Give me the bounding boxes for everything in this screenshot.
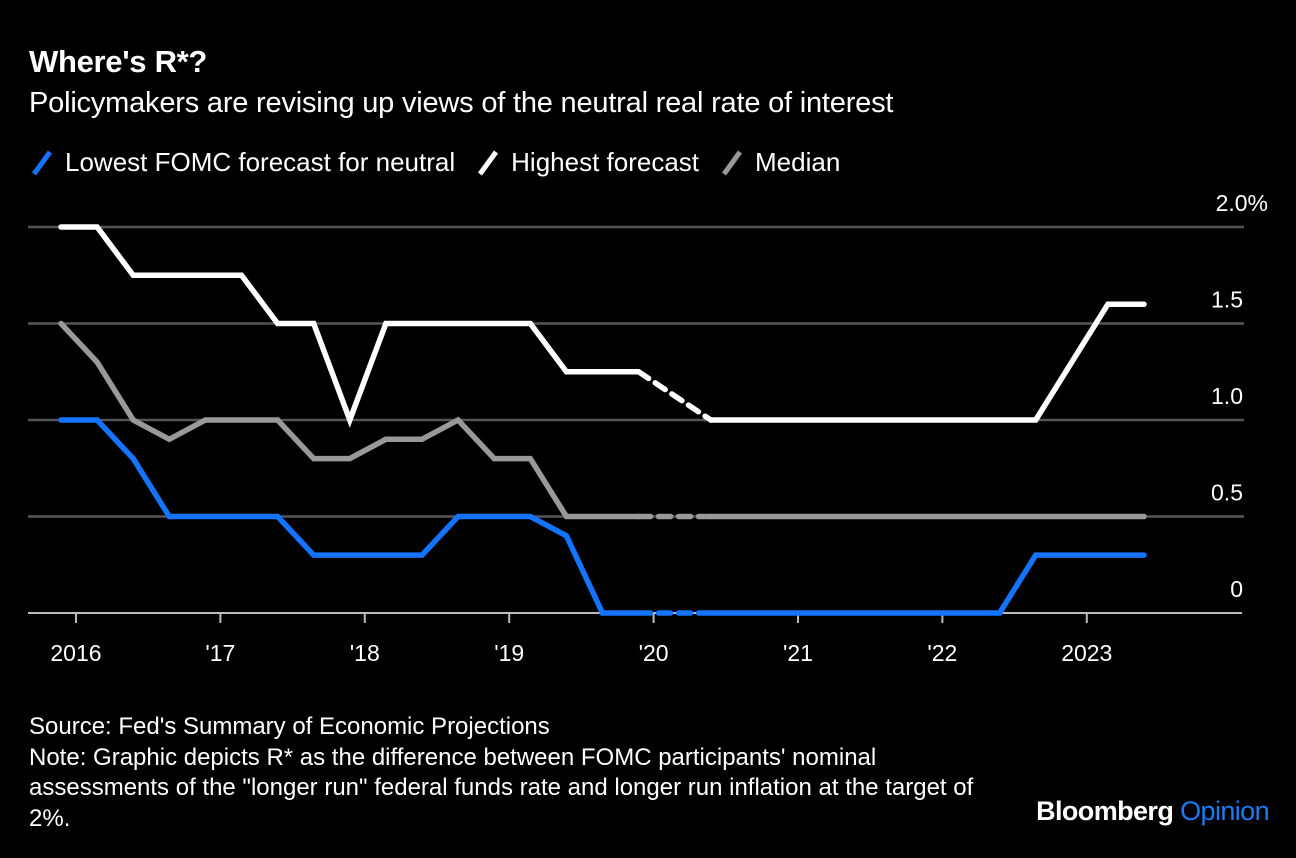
x-tick-label: '18 <box>350 640 380 666</box>
methodology-note: Note: Graphic depicts R* as the differen… <box>29 743 974 832</box>
series-line <box>58 320 642 520</box>
x-tick-label: 2016 <box>50 640 101 666</box>
series-line <box>708 552 1147 616</box>
legend: Lowest FOMC forecast for neutral Highest… <box>29 147 860 178</box>
x-tick-label: '21 <box>783 640 813 666</box>
x-axis: 2016 '17 '18 '19 '20 '21 '22 2023 <box>28 612 1242 666</box>
series-lines <box>58 224 1147 616</box>
brand-section: Opinion <box>1180 796 1269 826</box>
brand-logo: Bloomberg Opinion <box>1036 796 1269 827</box>
series-lowest-fomc-forecast-for-neutral <box>58 417 1147 616</box>
legend-item-highest: Highest forecast <box>475 147 699 178</box>
series-line <box>708 301 1147 423</box>
y-tick-label: 2.0% <box>1216 190 1268 216</box>
series-highest-forecast <box>58 224 1147 428</box>
slash-line-icon <box>478 150 499 175</box>
slash-line-icon <box>721 150 743 175</box>
chart-title: Where's R*? <box>29 44 208 79</box>
y-tick-label: 1.5 <box>1211 287 1243 313</box>
legend-item-median: Median <box>719 147 840 178</box>
y-tick-label: 1.0 <box>1211 383 1243 409</box>
legend-label: Lowest FOMC forecast for neutral <box>65 147 456 177</box>
chart-subtitle: Policymakers are revising up views of th… <box>29 87 894 119</box>
legend-label: Highest forecast <box>511 147 700 177</box>
y-axis-labels: 0 0.5 1.0 1.5 2.0% <box>1211 190 1268 602</box>
y-tick-label: 0 <box>1230 576 1243 602</box>
y-tick-label: 0.5 <box>1211 480 1243 506</box>
footer: Source: Fed's Summary of Economic Projec… <box>29 712 1019 834</box>
series-gap-dashed <box>635 369 714 423</box>
x-tick-label: '17 <box>205 640 235 666</box>
legend-label: Median <box>755 147 841 177</box>
x-tick-label: '20 <box>639 640 669 666</box>
legend-item-lowest: Lowest FOMC forecast for neutral <box>29 147 455 178</box>
series-line <box>58 224 642 428</box>
x-tick-label: 2023 <box>1061 640 1112 666</box>
brand-name: Bloomberg <box>1036 796 1174 826</box>
source-note: Source: Fed's Summary of Economic Projec… <box>29 713 550 740</box>
x-tick-label: '22 <box>927 640 957 666</box>
x-tick-label: '19 <box>494 640 524 666</box>
slash-line-icon <box>31 150 53 175</box>
series-line <box>58 417 642 616</box>
series-median <box>58 320 1147 520</box>
